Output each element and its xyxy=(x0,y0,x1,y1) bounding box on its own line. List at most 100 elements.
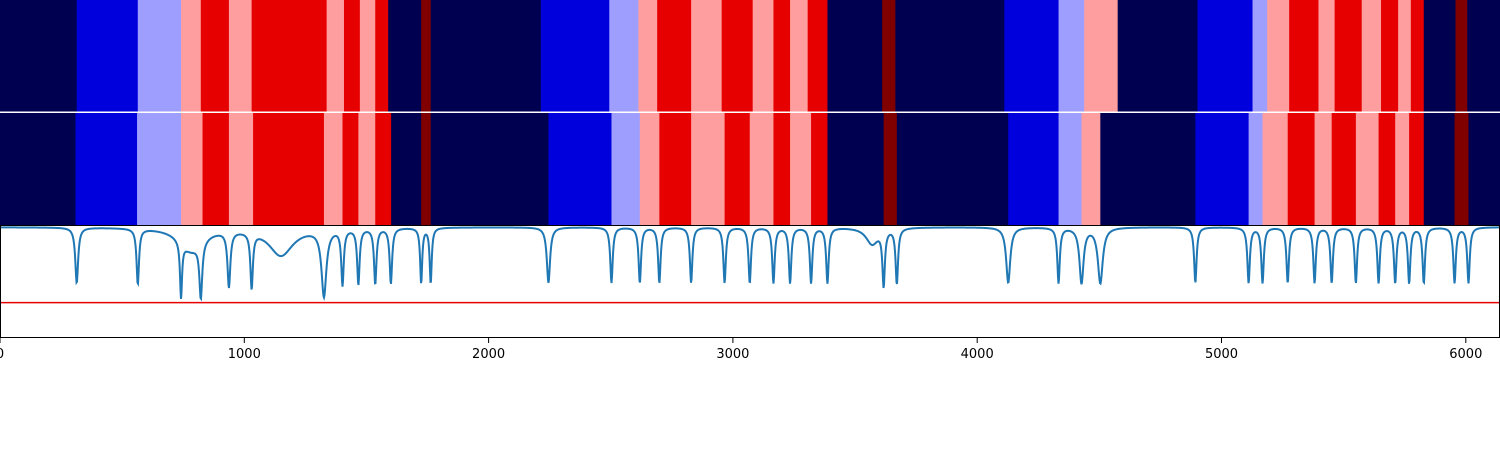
track-bottom-segment-38 xyxy=(1378,113,1396,225)
track-bottom-segment-12 xyxy=(421,113,432,225)
track-top-segment-23 xyxy=(807,0,828,112)
x-tick-label-6000: 6000 xyxy=(1449,347,1482,362)
track-top-segment-8 xyxy=(343,0,361,112)
track-top-segment-7 xyxy=(326,0,345,112)
track-separator xyxy=(0,111,1500,113)
track-bottom-segment-11 xyxy=(391,113,422,225)
track-bottom-segment-5 xyxy=(228,113,254,225)
track-top-segment-40 xyxy=(1410,0,1425,112)
track-top-segment-42 xyxy=(1455,0,1468,112)
x-tick-label-3000: 3000 xyxy=(716,347,749,362)
track-top-segment-28 xyxy=(1058,0,1085,112)
track-top-segment-27 xyxy=(1004,0,1060,112)
track-top-segment-22 xyxy=(790,0,809,112)
track-bottom-segment-28 xyxy=(1058,113,1083,225)
track-bottom-segment-30 xyxy=(1100,113,1196,225)
track-bottom-segment-20 xyxy=(749,113,774,225)
track-top-segment-43 xyxy=(1467,0,1500,112)
track-bottom-segment-34 xyxy=(1287,113,1316,225)
track-top xyxy=(0,0,1500,112)
track-bottom-segment-24 xyxy=(827,113,885,225)
x-tick-label-0: 0 xyxy=(0,347,4,362)
track-top-segment-4 xyxy=(200,0,230,112)
track-bottom-segment-26 xyxy=(896,113,1009,225)
track-bottom-segment-13 xyxy=(430,113,549,225)
track-top-segment-0 xyxy=(0,0,78,112)
track-top-segment-33 xyxy=(1267,0,1290,112)
track-top-segment-11 xyxy=(388,0,422,112)
track-top-segment-21 xyxy=(773,0,791,112)
track-top-segment-26 xyxy=(895,0,1005,112)
track-bottom-segment-10 xyxy=(375,113,392,225)
track-top-segment-15 xyxy=(609,0,639,112)
track-bottom-segment-2 xyxy=(137,113,182,225)
track-top-segment-6 xyxy=(251,0,328,112)
track-bottom-segment-15 xyxy=(611,113,641,225)
track-top-segment-9 xyxy=(359,0,376,112)
track-top-segment-1 xyxy=(76,0,139,112)
track-top-segment-2 xyxy=(137,0,182,112)
track-bottom-segment-21 xyxy=(773,113,791,225)
track-bottom-segment-7 xyxy=(323,113,344,225)
track-top-segment-3 xyxy=(181,0,202,112)
track-top-segment-30 xyxy=(1117,0,1199,112)
track-bottom-segment-23 xyxy=(811,113,828,225)
track-bottom-segment-3 xyxy=(181,113,204,225)
track-top-segment-24 xyxy=(827,0,883,112)
track-top-segment-29 xyxy=(1084,0,1119,112)
x-tick-label-2000: 2000 xyxy=(472,347,505,362)
track-top-segment-10 xyxy=(375,0,389,112)
track-bottom-segment-33 xyxy=(1262,113,1289,225)
track-top-segment-25 xyxy=(882,0,896,112)
track-top-segment-14 xyxy=(540,0,610,112)
track-top-segment-20 xyxy=(752,0,774,112)
track-bottom-segment-41 xyxy=(1423,113,1456,225)
track-bottom-segment-6 xyxy=(253,113,325,225)
track-bottom-segment-16 xyxy=(639,113,660,225)
track-top-segment-19 xyxy=(721,0,754,112)
track-bottom-segment-27 xyxy=(1008,113,1060,225)
track-top-segment-18 xyxy=(691,0,723,112)
track-bottom-segment-18 xyxy=(691,113,726,225)
track-bottom-segment-14 xyxy=(548,113,612,225)
x-axis: 0 1000 2000 3000 4000 5000 6000 xyxy=(0,338,1482,362)
track-top-segment-34 xyxy=(1289,0,1319,112)
track-top-segment-39 xyxy=(1398,0,1412,112)
track-bottom-segment-31 xyxy=(1195,113,1250,225)
track-top-segment-36 xyxy=(1334,0,1363,112)
track-bottom-segment-0 xyxy=(0,113,76,225)
x-tick-label-4000: 4000 xyxy=(961,347,994,362)
track-bottom-segment-4 xyxy=(202,113,230,225)
track-bottom-segment-19 xyxy=(724,113,751,225)
track-bottom-segment-37 xyxy=(1355,113,1380,225)
track-top-segment-16 xyxy=(638,0,658,112)
track-bottom-segment-25 xyxy=(883,113,898,225)
signal-panel xyxy=(0,225,1500,338)
track-bottom-segment-40 xyxy=(1409,113,1425,225)
track-top-segment-13 xyxy=(430,0,542,112)
track-top-segment-37 xyxy=(1361,0,1382,112)
track-top-segment-41 xyxy=(1423,0,1457,112)
x-tick-label-5000: 5000 xyxy=(1205,347,1238,362)
track-top-segment-38 xyxy=(1381,0,1399,112)
track-bottom-segment-39 xyxy=(1395,113,1410,225)
track-bottom-segment-29 xyxy=(1081,113,1101,225)
track-top-segment-17 xyxy=(657,0,692,112)
track-top-segment-12 xyxy=(421,0,432,112)
x-tick-label-1000: 1000 xyxy=(228,347,261,362)
track-bottom-segment-42 xyxy=(1454,113,1469,225)
track-bottom-segment-32 xyxy=(1248,113,1264,225)
track-top-segment-31 xyxy=(1197,0,1254,112)
track-top-segment-5 xyxy=(228,0,253,112)
track-bottom-segment-1 xyxy=(75,113,138,225)
track-bottom xyxy=(0,113,1500,225)
track-top-segment-35 xyxy=(1318,0,1336,112)
track-bottom-segment-22 xyxy=(790,113,812,225)
track-bottom-segment-35 xyxy=(1314,113,1333,225)
track-bottom-segment-36 xyxy=(1331,113,1357,225)
track-bottom-segment-9 xyxy=(358,113,376,225)
track-top-segment-32 xyxy=(1252,0,1268,112)
track-bottom-segment-8 xyxy=(342,113,359,225)
signal-line xyxy=(0,226,1500,302)
track-bottom-segment-17 xyxy=(659,113,692,225)
